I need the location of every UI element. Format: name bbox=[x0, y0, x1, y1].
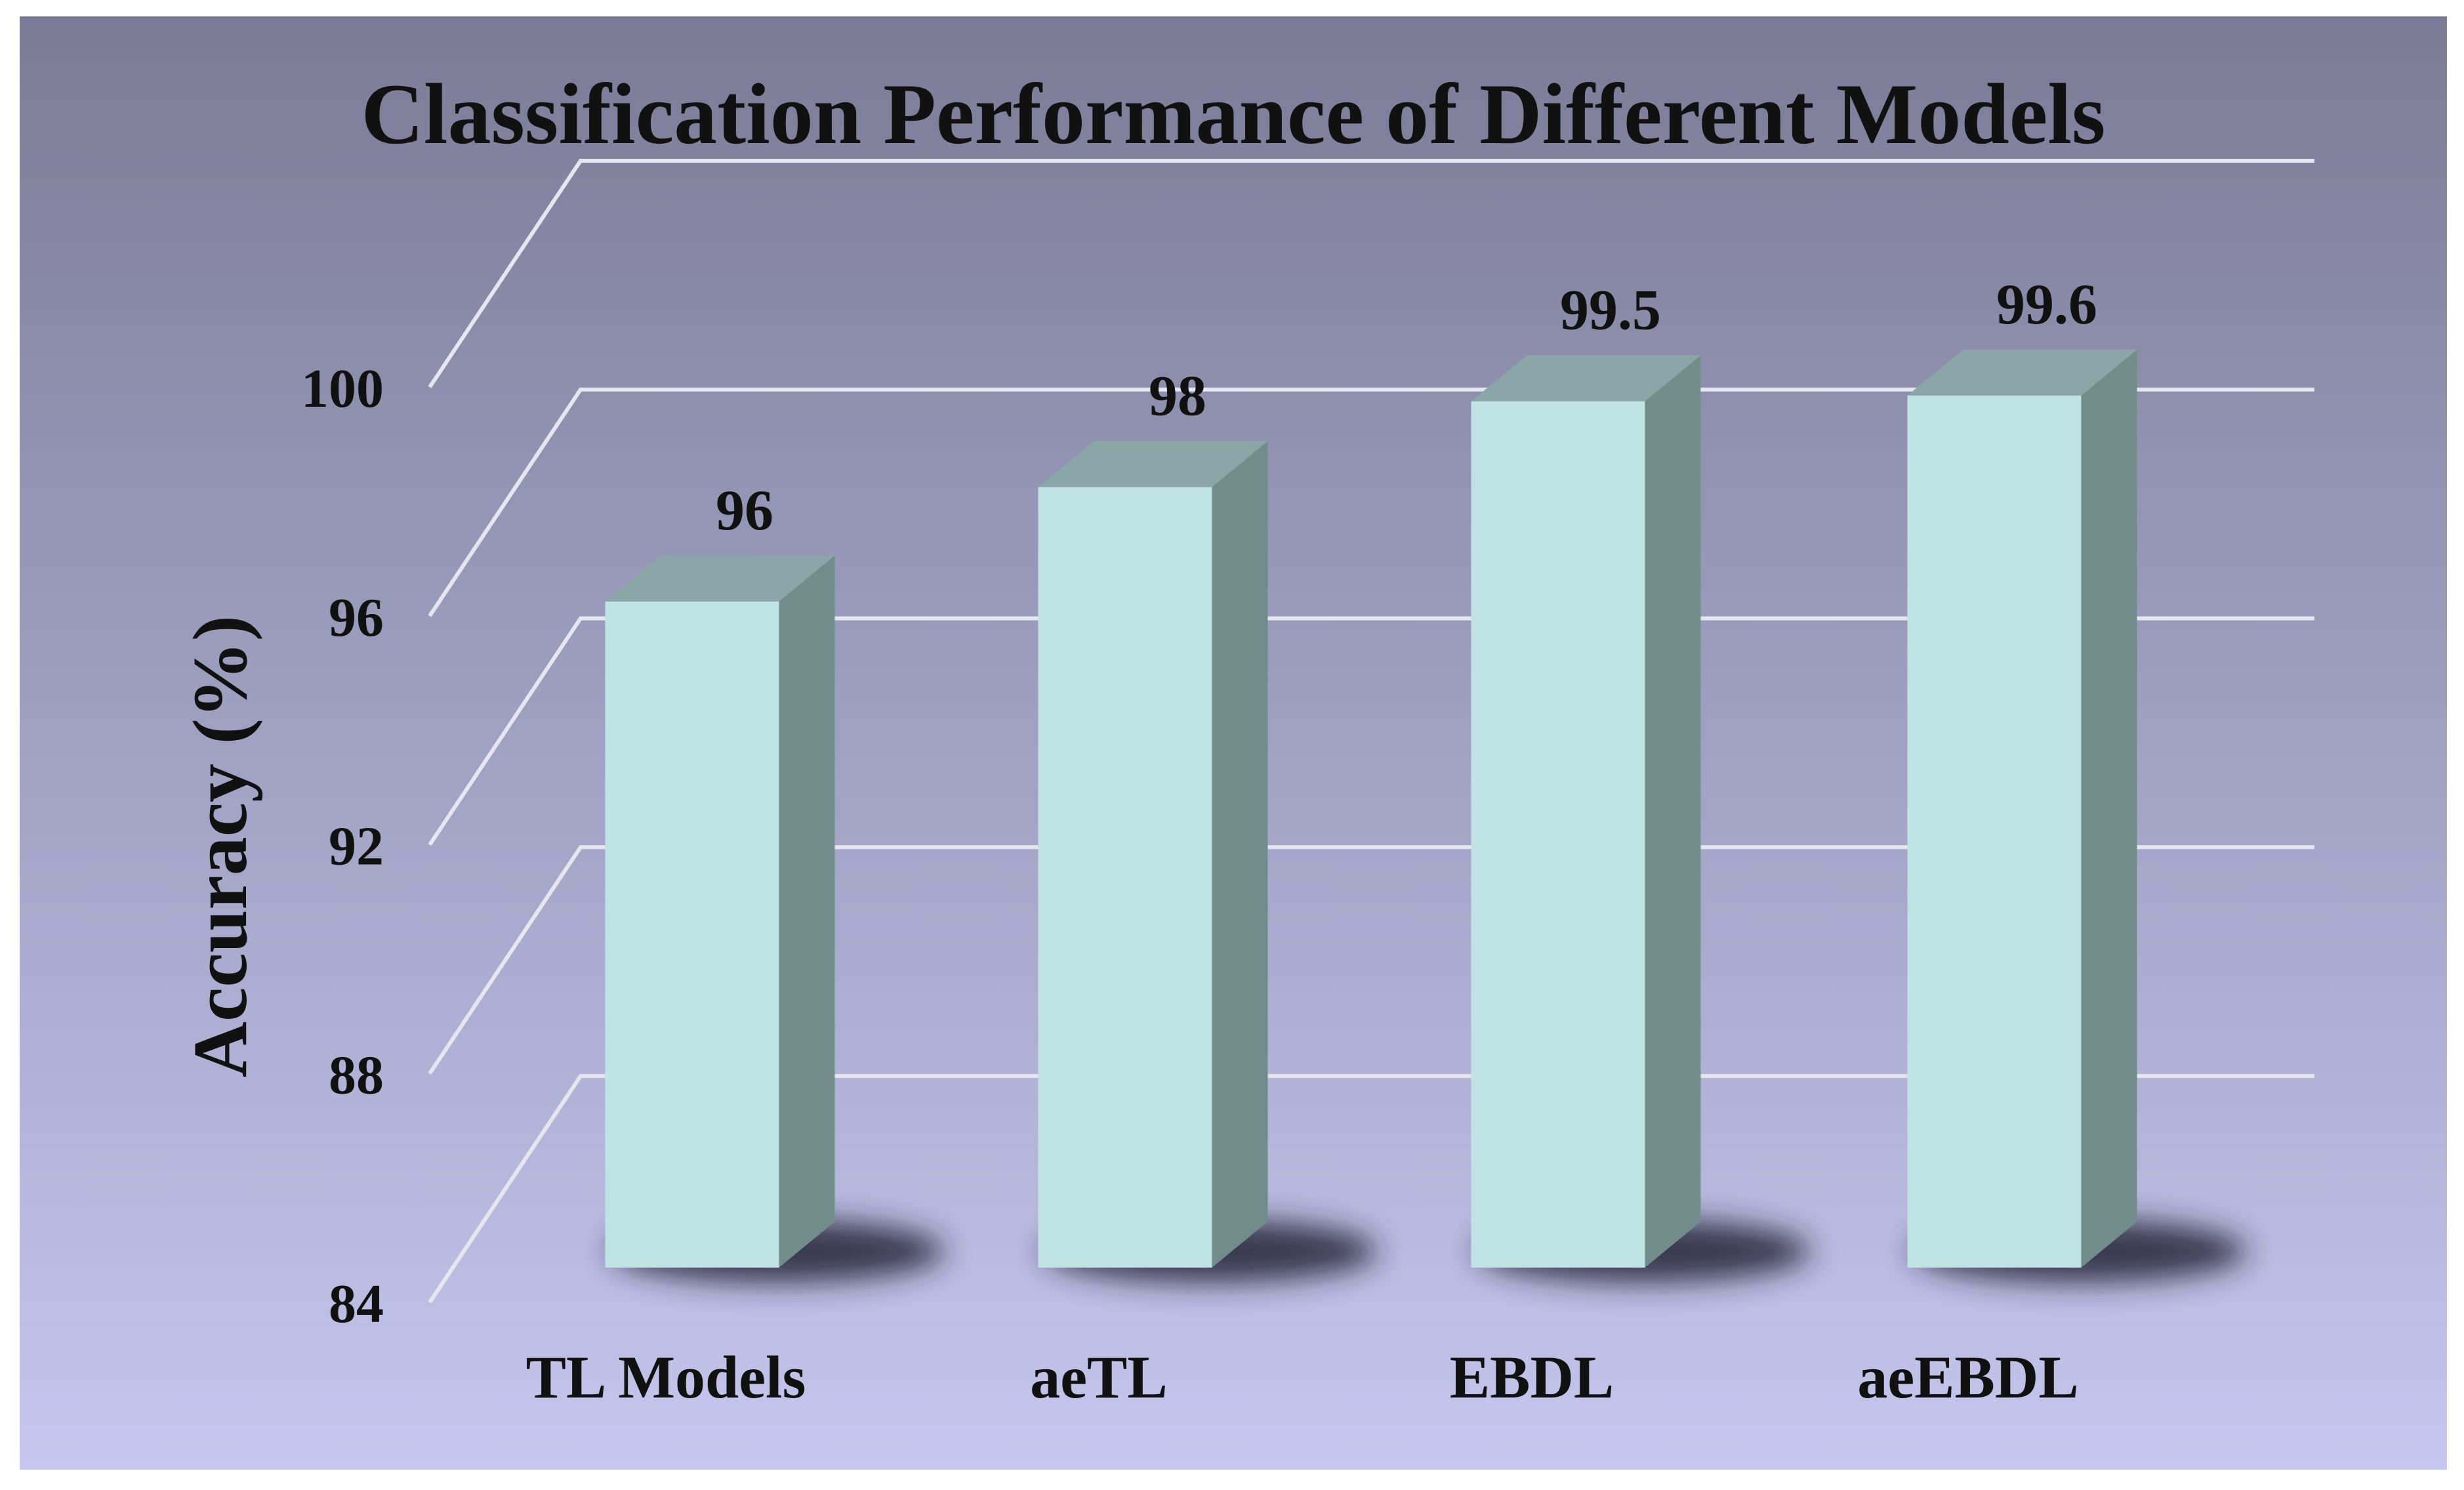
y-axis-label: Accuracy (%) bbox=[177, 615, 263, 1077]
bar-value-label: 99.5 bbox=[1560, 279, 1661, 342]
y-tick-label: 88 bbox=[329, 1045, 384, 1106]
bar-value-label: 96 bbox=[716, 479, 773, 543]
y-tick-label: 92 bbox=[329, 816, 384, 877]
bar bbox=[605, 555, 835, 1268]
bar-top bbox=[605, 555, 835, 602]
gridline bbox=[428, 616, 2314, 846]
chart-title: Classification Performance of Different … bbox=[361, 66, 2106, 162]
bars bbox=[605, 349, 2137, 1268]
gridline bbox=[428, 1074, 2314, 1304]
bar-front bbox=[1038, 487, 1212, 1268]
bar-side bbox=[2081, 349, 2137, 1268]
bar-top bbox=[1038, 441, 1268, 487]
bar-value-label: 99.6 bbox=[1996, 273, 2097, 337]
x-tick-label: EBDL bbox=[1450, 1344, 1614, 1411]
bar bbox=[1038, 441, 1268, 1268]
data-labels: 96 98 99.5 99.6 bbox=[716, 273, 2097, 543]
x-tick-label: TL Models bbox=[526, 1344, 806, 1411]
gridlines bbox=[428, 159, 2314, 1304]
bar-side bbox=[1212, 441, 1268, 1268]
bar-front bbox=[1907, 395, 2082, 1268]
y-tick-label: 84 bbox=[329, 1273, 384, 1335]
y-axis-ticks: 84 88 92 96 100 bbox=[301, 358, 384, 1335]
bar-side bbox=[1645, 355, 1701, 1268]
gridline bbox=[428, 845, 2314, 1075]
x-axis-ticks: TL Models aeTL EBDL aeEBDL bbox=[526, 1344, 2079, 1411]
gridline bbox=[428, 159, 2314, 388]
bar bbox=[1907, 349, 2137, 1268]
bar-side bbox=[779, 555, 835, 1268]
y-tick-label: 96 bbox=[329, 587, 384, 648]
gridline bbox=[428, 387, 2314, 617]
y-tick-label: 100 bbox=[301, 358, 384, 419]
x-tick-label: aeTL bbox=[1030, 1344, 1168, 1411]
x-tick-label: aeEBDL bbox=[1857, 1344, 2078, 1411]
bar-top bbox=[1471, 355, 1701, 402]
bar bbox=[1471, 355, 1701, 1268]
bar-top bbox=[1907, 349, 2137, 396]
bar-value-label: 98 bbox=[1149, 364, 1206, 428]
bar-front bbox=[1471, 401, 1645, 1268]
bar-front bbox=[605, 601, 779, 1268]
